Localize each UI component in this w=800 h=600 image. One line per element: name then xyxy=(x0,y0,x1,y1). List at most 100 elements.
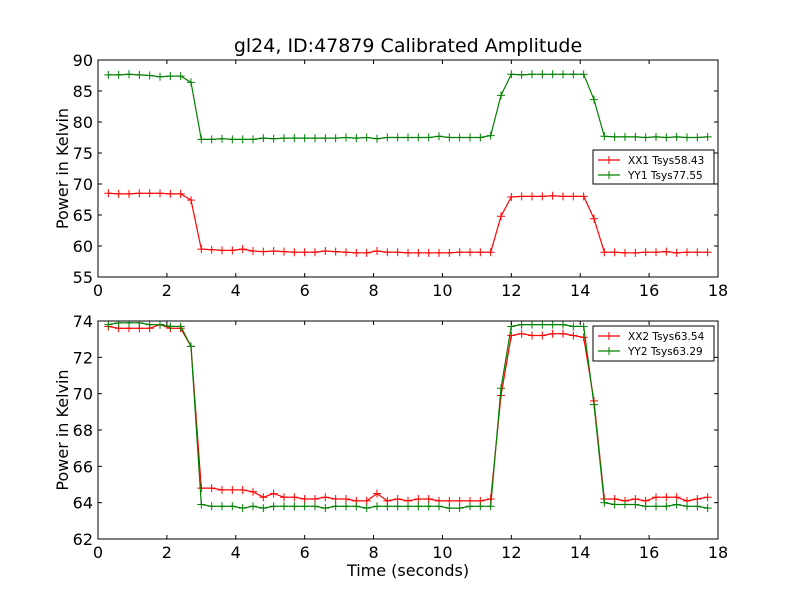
data-point xyxy=(579,70,588,79)
data-point xyxy=(486,131,495,140)
data-point xyxy=(579,192,588,201)
data-point xyxy=(559,329,567,338)
data-point xyxy=(290,248,299,257)
data-point xyxy=(538,321,547,329)
data-point xyxy=(259,247,268,256)
x-tick-label: 18 xyxy=(708,281,728,300)
data-point xyxy=(672,248,681,257)
data-point xyxy=(466,133,474,142)
data-point xyxy=(362,504,371,513)
y-tick-label: 70 xyxy=(73,385,93,404)
data-point xyxy=(269,246,278,255)
data-point xyxy=(652,132,660,141)
y-tick-label: 68 xyxy=(73,421,93,440)
data-point xyxy=(290,502,299,511)
y-tick-label: 66 xyxy=(73,457,93,476)
data-point xyxy=(455,133,464,142)
data-point xyxy=(383,502,392,511)
data-point xyxy=(280,134,288,143)
data-point xyxy=(218,502,226,511)
data-point xyxy=(528,70,536,79)
data-point xyxy=(228,485,237,494)
data-point xyxy=(703,132,712,141)
data-point xyxy=(362,248,371,257)
series-line-2 xyxy=(108,73,708,140)
data-point xyxy=(507,331,516,340)
data-point xyxy=(187,78,195,87)
data-point xyxy=(331,502,340,511)
data-point xyxy=(114,321,123,327)
data-point xyxy=(373,489,381,498)
data-point xyxy=(259,493,268,502)
data-point xyxy=(455,496,464,505)
data-point xyxy=(342,502,350,511)
data-point xyxy=(641,248,650,257)
x-tick-label: 10 xyxy=(432,281,452,300)
data-point xyxy=(145,321,154,329)
data-point xyxy=(414,248,423,257)
data-point xyxy=(683,248,691,257)
data-point xyxy=(156,189,164,198)
data-point xyxy=(383,133,392,142)
data-point xyxy=(693,248,702,257)
data-point xyxy=(538,192,547,201)
data-point xyxy=(559,192,567,201)
data-point xyxy=(466,502,474,511)
data-point xyxy=(445,248,454,257)
data-point xyxy=(497,212,505,221)
data-point xyxy=(125,189,133,198)
data-point xyxy=(517,70,526,79)
y-tick-label: 74 xyxy=(73,312,93,331)
data-point xyxy=(269,502,278,511)
data-point xyxy=(424,248,433,257)
data-point xyxy=(497,91,505,100)
data-point xyxy=(455,248,464,257)
data-point xyxy=(207,484,216,493)
data-point xyxy=(125,70,133,79)
data-point xyxy=(414,495,423,504)
data-point xyxy=(621,132,629,141)
data-point xyxy=(249,246,257,255)
data-point xyxy=(197,135,206,144)
y-tick-label: 70 xyxy=(73,175,93,194)
data-point xyxy=(393,133,402,142)
data-point xyxy=(135,321,144,327)
data-point xyxy=(631,248,640,257)
data-point xyxy=(528,321,536,329)
data-point xyxy=(352,502,361,511)
data-point xyxy=(486,502,495,511)
data-point xyxy=(197,500,206,509)
data-point xyxy=(404,248,412,257)
data-point xyxy=(641,502,650,511)
data-point xyxy=(641,133,650,142)
data-point xyxy=(548,70,557,79)
data-point xyxy=(321,134,330,143)
data-point xyxy=(445,133,454,142)
data-point xyxy=(424,495,433,504)
data-point xyxy=(610,132,619,141)
data-point xyxy=(631,132,640,141)
y-tick-label: 60 xyxy=(73,237,93,256)
data-point xyxy=(311,134,319,143)
legend-label: XX1 Tsys58.43 xyxy=(628,155,704,167)
data-point xyxy=(517,329,526,338)
data-point xyxy=(631,500,640,509)
data-point xyxy=(590,95,598,104)
data-point xyxy=(507,70,516,79)
data-point xyxy=(104,189,113,198)
data-point xyxy=(135,70,144,79)
data-point xyxy=(300,502,309,511)
y-tick-label: 75 xyxy=(73,144,93,163)
data-point xyxy=(621,500,629,509)
data-point xyxy=(445,504,454,513)
subplot-1: 0 2 4 6 8 10 12 14 16 18 55 60 65 70 75 80 85 90 gl24, ID:… xyxy=(53,35,728,300)
data-point xyxy=(197,484,206,493)
data-point xyxy=(569,192,578,201)
data-point xyxy=(311,502,319,511)
data-point xyxy=(569,331,578,340)
data-point xyxy=(249,135,257,144)
data-point xyxy=(569,70,578,79)
data-point xyxy=(497,384,505,393)
data-point xyxy=(652,493,660,502)
